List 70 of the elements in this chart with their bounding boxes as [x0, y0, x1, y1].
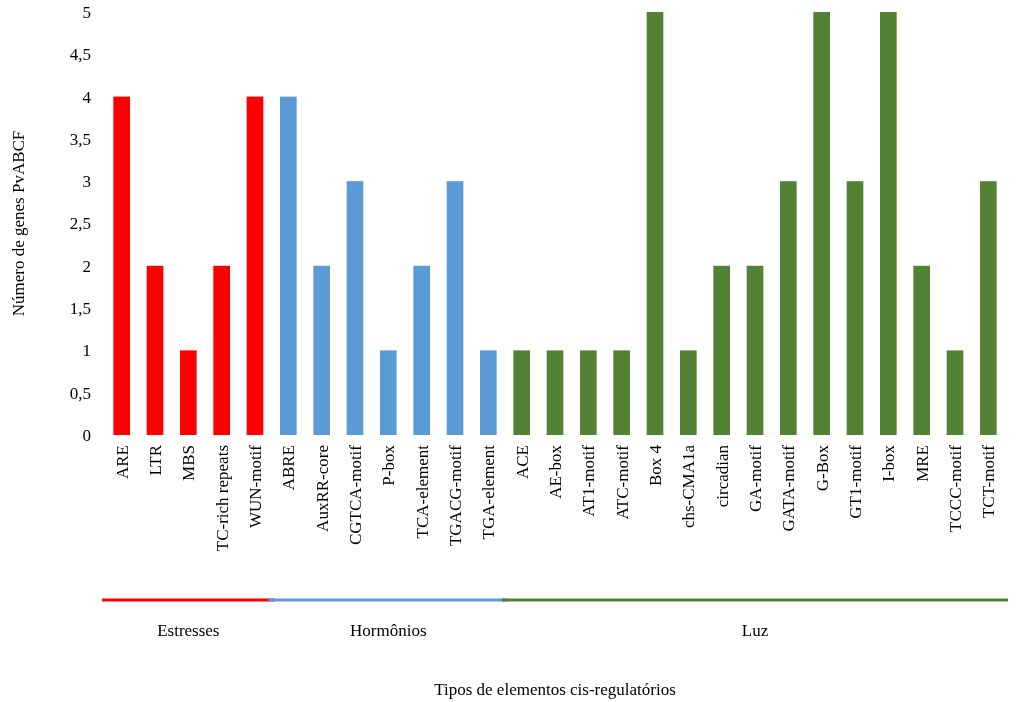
- x-tick-label: GA-motif: [745, 444, 765, 513]
- bar: [313, 265, 330, 435]
- bar: [513, 350, 530, 435]
- x-tick-label: TCT-motif: [979, 444, 999, 519]
- y-axis-title: Número de genes PvABCF: [9, 130, 28, 317]
- x-tick-label: AT1-motif: [579, 444, 599, 517]
- x-tick-label: MBS: [179, 445, 199, 481]
- x-tick-label: TGA-element: [479, 444, 499, 540]
- y-tick-label: 3,5: [69, 129, 91, 149]
- x-tick-label: TGACG-motif: [445, 444, 465, 547]
- x-tick-label: circadian: [712, 444, 732, 508]
- y-tick-label: 4: [82, 87, 92, 107]
- bar: [246, 96, 264, 435]
- x-tick-label: GATA-motif: [779, 444, 799, 532]
- bar: [980, 181, 997, 435]
- bar: [680, 350, 697, 435]
- x-tick-label: WUN-motif: [245, 444, 265, 529]
- y-tick-label: 0: [82, 425, 91, 445]
- text: Tipos de elementos cis-regulatórios: [434, 680, 676, 699]
- x-tick-label: AE-box: [545, 444, 565, 499]
- x-tick-label: G-Box: [812, 444, 832, 492]
- x-tick-label: Box 4: [645, 444, 665, 487]
- bar: [813, 12, 830, 435]
- bar: [613, 350, 630, 435]
- bar: [180, 350, 197, 435]
- bar: [946, 350, 964, 435]
- bar: [113, 96, 130, 435]
- x-tick-label: ATC-motif: [612, 444, 632, 520]
- x-tick-label: I-box: [879, 444, 899, 482]
- bar: [413, 265, 430, 435]
- bar: [913, 265, 930, 435]
- x-tick-label: GT1-motif: [845, 444, 865, 519]
- bar: [880, 12, 897, 435]
- text: Luz: [741, 621, 769, 640]
- x-tick-label: ARE: [112, 445, 132, 479]
- bar: [213, 265, 230, 435]
- text: Hormônios: [350, 621, 427, 640]
- bar: [580, 350, 597, 435]
- x-tick-label: TCA-element: [412, 444, 432, 539]
- bar: [280, 96, 297, 435]
- bar: [346, 181, 364, 435]
- x-tick-label: LTR: [145, 444, 165, 476]
- bar: [380, 350, 397, 435]
- x-tick-label: CGTCA-motif: [345, 444, 365, 546]
- bar: [746, 265, 764, 435]
- y-tick-label: 1: [82, 341, 91, 361]
- bar: [846, 181, 864, 435]
- bar: [713, 265, 730, 435]
- x-tick-label: ABRE: [279, 445, 299, 491]
- x-tick-label: AuxRR-core: [312, 445, 332, 532]
- bar: [646, 12, 664, 435]
- y-tick-label: 1,5: [69, 299, 91, 319]
- x-tick-label: chs-CMA1a: [679, 444, 699, 529]
- bar: [446, 181, 464, 435]
- text: Estresses: [157, 621, 220, 640]
- y-tick-label: 0,5: [69, 383, 91, 403]
- x-tick-label: TC-rich repeats: [212, 445, 232, 552]
- bar: [780, 181, 797, 435]
- bar: [480, 350, 497, 435]
- bar: [146, 265, 164, 435]
- bar: [546, 350, 564, 435]
- x-tick-label: ACE: [512, 445, 532, 479]
- y-tick-label: 2: [82, 256, 91, 276]
- y-tick-label: 5: [82, 2, 91, 22]
- x-tick-label: P-box: [379, 444, 399, 486]
- x-tick-label: MRE: [912, 445, 932, 482]
- y-tick-label: 3: [82, 172, 91, 192]
- x-tick-label: TCCC-motif: [945, 444, 965, 532]
- y-tick-label: 4,5: [69, 45, 91, 65]
- y-tick-label: 2,5: [69, 214, 91, 234]
